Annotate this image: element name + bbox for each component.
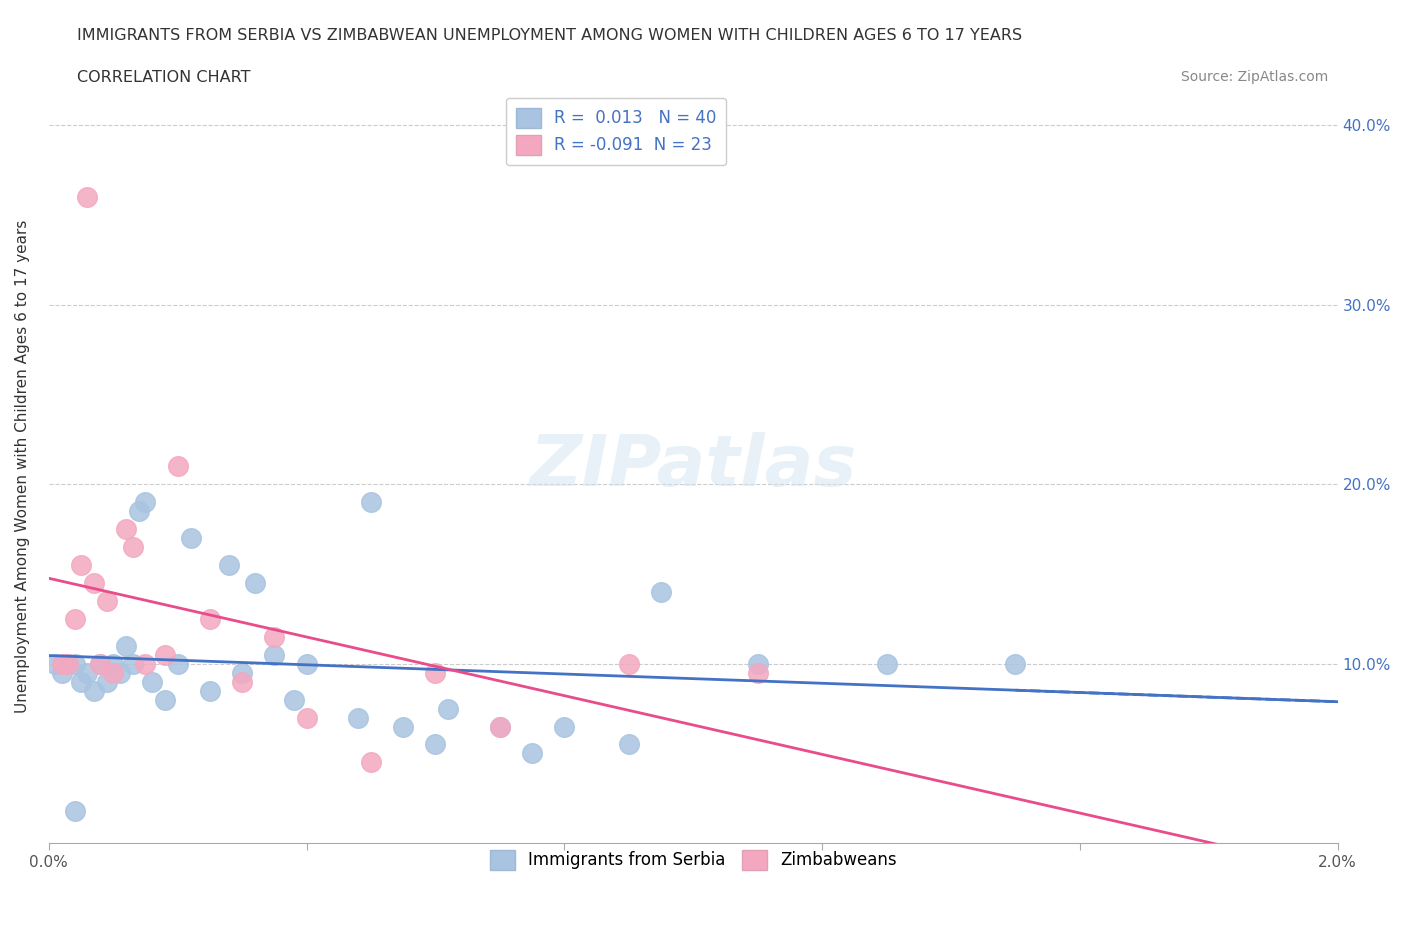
Point	[489, 719, 512, 734]
Point	[166, 458, 188, 473]
Point	[141, 674, 163, 689]
Text: CORRELATION CHART: CORRELATION CHART	[77, 70, 250, 85]
Point	[617, 657, 640, 671]
Point	[63, 804, 86, 818]
Point	[747, 657, 769, 671]
Point	[51, 657, 73, 671]
Point	[437, 701, 460, 716]
Point	[153, 647, 176, 662]
Point	[425, 737, 447, 751]
Point	[121, 539, 143, 554]
Point	[76, 190, 98, 205]
Point	[392, 719, 415, 734]
Point	[56, 657, 79, 671]
Legend: Immigrants from Serbia, Zimbabweans: Immigrants from Serbia, Zimbabweans	[479, 840, 907, 880]
Text: Source: ZipAtlas.com: Source: ZipAtlas.com	[1181, 70, 1329, 84]
Point	[51, 665, 73, 680]
Text: ZIPatlas: ZIPatlas	[530, 432, 856, 500]
Point	[44, 657, 66, 671]
Text: IMMIGRANTS FROM SERBIA VS ZIMBABWEAN UNEMPLOYMENT AMONG WOMEN WITH CHILDREN AGES: IMMIGRANTS FROM SERBIA VS ZIMBABWEAN UNE…	[77, 28, 1022, 43]
Point	[103, 657, 125, 671]
Point	[166, 657, 188, 671]
Point	[263, 647, 285, 662]
Point	[283, 692, 305, 707]
Point	[108, 665, 131, 680]
Point	[153, 692, 176, 707]
Point	[489, 719, 512, 734]
Point	[198, 684, 221, 698]
Point	[263, 630, 285, 644]
Point	[231, 665, 253, 680]
Point	[63, 611, 86, 626]
Point	[231, 674, 253, 689]
Point	[218, 558, 240, 573]
Point	[617, 737, 640, 751]
Point	[128, 504, 150, 519]
Point	[83, 684, 105, 698]
Point	[83, 576, 105, 591]
Point	[425, 665, 447, 680]
Point	[89, 657, 111, 671]
Point	[89, 657, 111, 671]
Point	[70, 558, 93, 573]
Point	[115, 522, 138, 537]
Point	[747, 665, 769, 680]
Point	[115, 638, 138, 653]
Point	[347, 711, 370, 725]
Point	[76, 665, 98, 680]
Point	[650, 584, 672, 599]
Point	[360, 495, 382, 510]
Point	[243, 576, 266, 591]
Point	[121, 657, 143, 671]
Point	[198, 611, 221, 626]
Point	[553, 719, 575, 734]
Point	[295, 711, 318, 725]
Point	[134, 657, 156, 671]
Point	[295, 657, 318, 671]
Point	[134, 495, 156, 510]
Point	[56, 657, 79, 671]
Point	[96, 593, 118, 608]
Point	[103, 665, 125, 680]
Point	[96, 674, 118, 689]
Point	[1004, 657, 1026, 671]
Point	[876, 657, 898, 671]
Y-axis label: Unemployment Among Women with Children Ages 6 to 17 years: Unemployment Among Women with Children A…	[15, 219, 30, 713]
Point	[70, 674, 93, 689]
Point	[360, 755, 382, 770]
Point	[63, 657, 86, 671]
Point	[180, 531, 202, 546]
Point	[520, 746, 543, 761]
